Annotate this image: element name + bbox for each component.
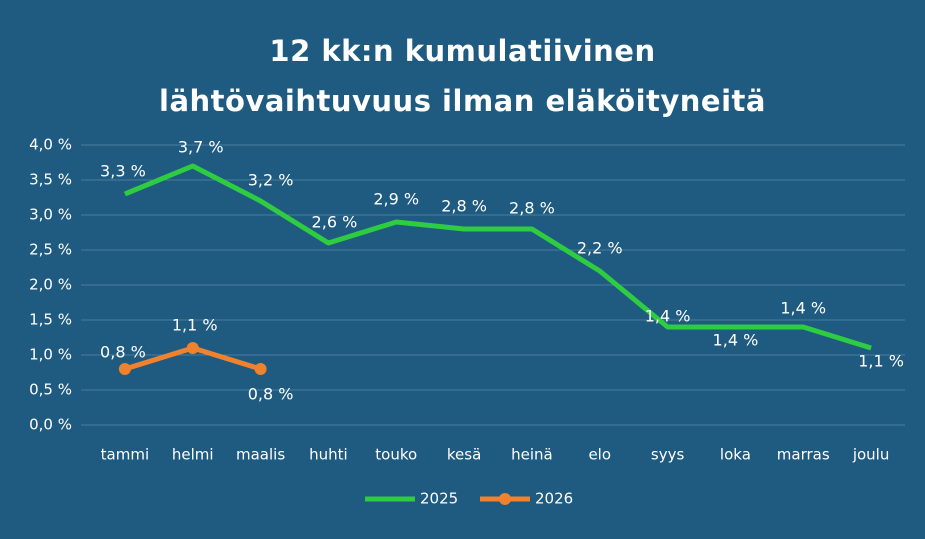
x-tick-label: heinä <box>511 446 553 464</box>
legend-label: 2026 <box>535 490 573 508</box>
series-line <box>123 163 872 351</box>
x-tick-label: syys <box>651 446 685 464</box>
legend-label: 2025 <box>420 490 458 508</box>
data-label: 0,8 % <box>248 385 294 404</box>
x-tick-label: kesä <box>447 446 481 464</box>
y-tick-label: 2,5 % <box>29 241 72 259</box>
legend-marker <box>499 493 511 505</box>
data-label: 3,7 % <box>178 138 224 157</box>
y-tick-label: 0,0 % <box>29 416 72 434</box>
data-label: 2,8 % <box>509 199 555 218</box>
y-tick-label: 1,0 % <box>29 346 72 364</box>
x-tick-label: touko <box>375 446 417 464</box>
point <box>118 363 131 375</box>
point <box>254 363 267 375</box>
data-label: 1,1 % <box>858 352 904 371</box>
data-label: 3,3 % <box>100 162 146 181</box>
point <box>186 342 199 354</box>
data-label: 2,9 % <box>373 190 419 209</box>
data-label: 1,4 % <box>645 307 691 326</box>
x-tick-label: maalis <box>236 446 285 464</box>
y-tick-label: 2,0 % <box>29 276 72 294</box>
x-tick-label: joulu <box>852 446 890 464</box>
x-tick-label: elo <box>588 446 611 464</box>
x-tick-label: marras <box>777 446 830 464</box>
y-tick-label: 0,5 % <box>29 381 72 399</box>
x-tick-label: tammi <box>101 446 149 464</box>
y-tick-label: 4,0 % <box>29 136 72 154</box>
data-label: 2,6 % <box>312 213 358 232</box>
data-label: 2,8 % <box>441 197 487 216</box>
y-tick-label: 3,5 % <box>29 171 72 189</box>
data-label: 1,1 % <box>172 316 218 335</box>
data-label: 2,2 % <box>577 239 623 258</box>
data-label: 1,4 % <box>713 331 759 350</box>
data-label: 1,4 % <box>780 299 826 318</box>
data-label: 0,8 % <box>100 343 146 362</box>
x-tick-label: loka <box>720 446 751 464</box>
data-label: 3,2 % <box>248 171 294 190</box>
x-tick-label: helmi <box>172 446 214 464</box>
y-tick-label: 1,5 % <box>29 311 72 329</box>
x-tick-label: huhti <box>309 446 348 464</box>
chart-title: 12 kk:n kumulatiivinen lähtövaihtuvuus i… <box>159 34 766 118</box>
y-tick-label: 3,0 % <box>29 206 72 224</box>
